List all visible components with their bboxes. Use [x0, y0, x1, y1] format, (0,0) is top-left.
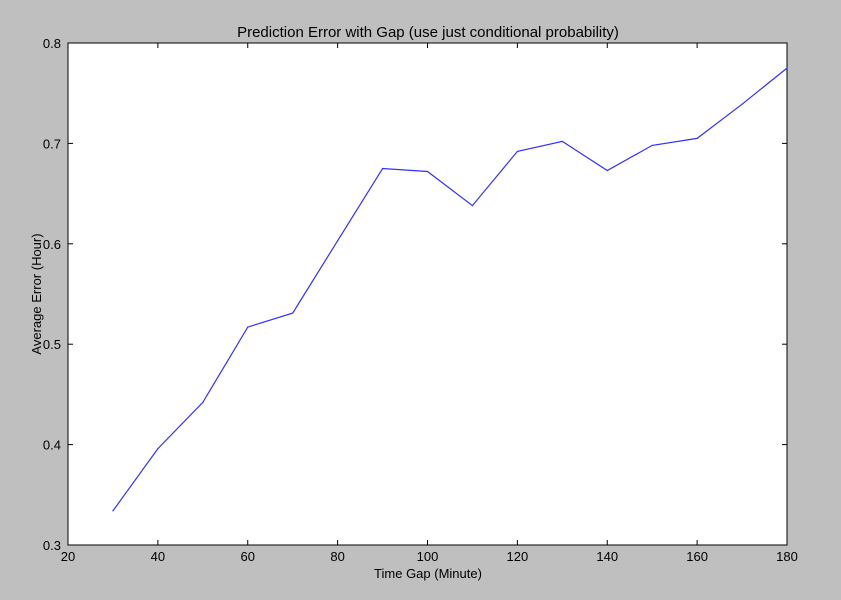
x-axis-label: Time Gap (Minute) [374, 566, 482, 581]
data-point [471, 205, 474, 207]
data-point [157, 448, 159, 450]
y-tick-label: 0.4 [43, 438, 61, 453]
data-point [202, 401, 204, 404]
x-tick-label: 20 [61, 549, 75, 564]
x-tick-label: 60 [241, 549, 255, 564]
tick-labels: 20 40 60 80 100 120 140 160 180 0.3 0.4 0.5 0.6 0.7 0.… [43, 36, 798, 564]
data-point [516, 150, 518, 153]
axis-ticks [67, 42, 788, 546]
plot-area [67, 42, 788, 546]
x-tick-label: 40 [151, 549, 165, 564]
data-point [561, 140, 563, 142]
chart-title: Prediction Error with Gap (use just cond… [237, 24, 619, 41]
y-tick-label: 0.7 [43, 136, 61, 151]
x-tick-label: 160 [686, 549, 708, 564]
x-tick-label: 80 [330, 549, 344, 564]
x-tick-label: 120 [507, 549, 529, 564]
data-point [786, 67, 788, 69]
y-tick-label: 0.6 [43, 237, 61, 252]
y-tick-label: 0.8 [43, 36, 61, 51]
series-line-0 [112, 67, 788, 512]
data-point [606, 169, 608, 172]
data-point [247, 326, 249, 328]
data-point [112, 510, 114, 512]
y-tick-label: 0.3 [43, 538, 61, 553]
x-tick-label: 100 [417, 549, 439, 564]
y-axis-label: Average Error (Hour) [29, 233, 44, 354]
x-tick-label: 140 [596, 549, 618, 564]
data-point [741, 103, 743, 105]
series-layer [112, 67, 788, 512]
y-tick-label: 0.5 [43, 337, 61, 352]
data-point [381, 167, 384, 170]
data-point [292, 312, 294, 314]
data-point [696, 137, 698, 139]
x-tick-label: 180 [776, 549, 798, 564]
data-point [651, 144, 653, 147]
data-point [426, 170, 429, 173]
data-point [337, 240, 339, 242]
